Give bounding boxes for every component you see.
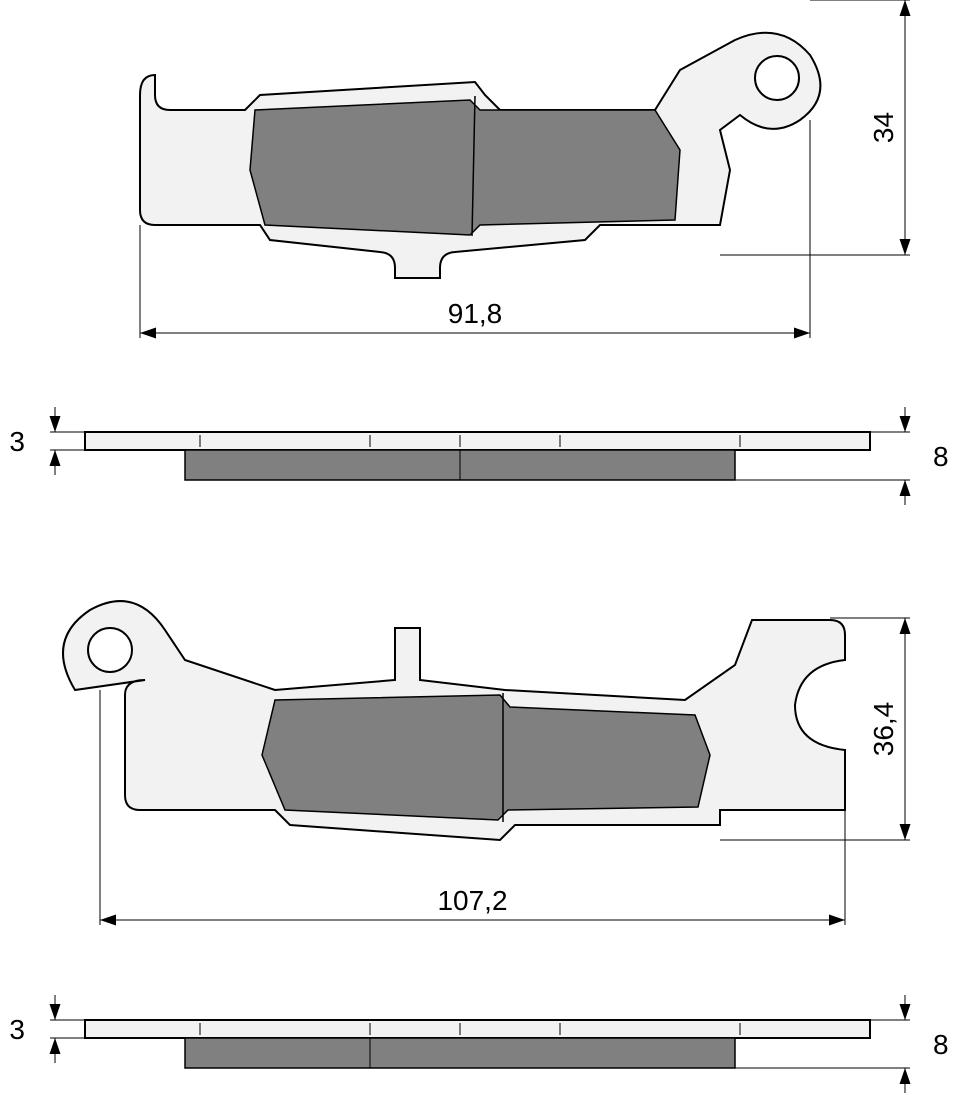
pad2-side — [85, 1020, 870, 1068]
dimension-label: 107,2 — [437, 885, 507, 916]
dimension-label: 34 — [868, 112, 899, 143]
technical-drawing: 91,8 34 3 8 107,2 36,4 3 8 — [0, 0, 960, 1095]
dimension-label: 3 — [9, 426, 25, 457]
dimension-label: 8 — [933, 441, 949, 472]
dimension-label: 3 — [9, 1014, 25, 1045]
pad1-face — [140, 33, 820, 278]
pad1-side — [85, 432, 870, 480]
dimension-label: 91,8 — [448, 298, 503, 329]
pad2-face — [63, 601, 845, 840]
dimension-label: 36,4 — [868, 702, 899, 757]
dimension-label: 8 — [933, 1029, 949, 1060]
